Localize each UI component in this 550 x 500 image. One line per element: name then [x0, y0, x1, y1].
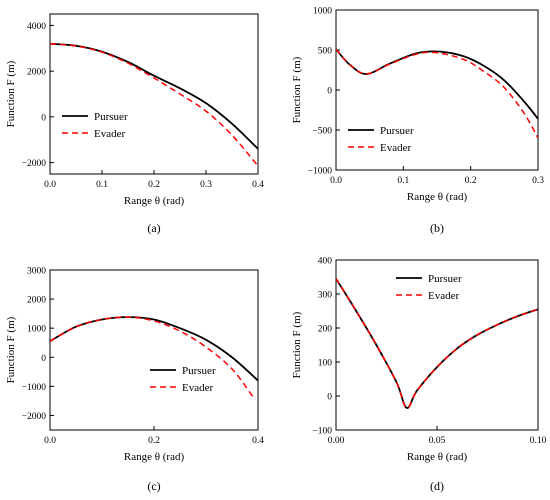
- chart-panel-2: 0.0 0.1 0.2 0.3 −1000 −500 0 500 1000 Range θ (ra…: [291, 7, 544, 236]
- y-axis-label: Function F (m): [291, 311, 303, 378]
- y-tick-label: 100: [318, 359, 333, 369]
- y-axis-label: Function F (m): [291, 56, 303, 123]
- y-tick-label: 0: [327, 393, 332, 403]
- y-tick-label: 3000: [27, 267, 46, 277]
- legend-label-evader: Evader: [380, 142, 411, 154]
- series-line-evader: [336, 278, 538, 409]
- panel-label: (b): [430, 221, 444, 235]
- y-tick-label: 2000: [27, 296, 46, 306]
- y-tick-label: 300: [318, 291, 333, 301]
- legend: Pursuer Evader: [348, 125, 414, 154]
- plot-frame: [335, 9, 539, 171]
- y-axis-label: Function F (m): [5, 60, 17, 127]
- x-tick-label: 0.4: [252, 180, 264, 190]
- x-axis-label: Range θ (rad): [407, 451, 468, 463]
- x-axis-label: Range θ (rad): [124, 195, 185, 207]
- legend-label-evader: Evader: [428, 290, 459, 302]
- y-tick-label: 400: [318, 257, 333, 267]
- y-tick-label: −500: [312, 127, 332, 137]
- y-tick-label: −100: [312, 427, 332, 437]
- legend-label-evader: Evader: [94, 128, 125, 140]
- y-tick-label: −1000: [22, 383, 47, 393]
- series-line-evader: [50, 42, 258, 167]
- y-tick-label: 0: [41, 113, 46, 123]
- x-tick-label: 0.05: [429, 436, 446, 446]
- y-tick-label: 1000: [313, 7, 332, 17]
- legend-label-pursuer: Pursuer: [94, 111, 128, 123]
- y-tick-label: 0: [327, 87, 332, 97]
- x-tick-label: 0.0: [330, 176, 342, 186]
- x-tick-label: 0.1: [96, 180, 108, 190]
- x-tick-label: 0.2: [148, 180, 160, 190]
- chart-panel-1: 0.0 0.1 0.2 0.3 0.4 −2000 0 2000 4000 Range θ (ra…: [5, 13, 264, 235]
- x-tick-label: 0.3: [532, 176, 544, 186]
- y-tick-label: 0: [41, 354, 46, 364]
- series-line-evader: [50, 316, 254, 398]
- y-axis-label: Function F (m): [5, 316, 17, 383]
- x-tick-label: 0.1: [397, 176, 409, 186]
- legend: Pursuer Evader: [62, 111, 128, 140]
- y-tick-label: 4000: [27, 22, 46, 32]
- legend: Pursuer Evader: [150, 365, 216, 394]
- legend-label-pursuer: Pursuer: [428, 273, 462, 285]
- legend-label-pursuer: Pursuer: [380, 125, 414, 137]
- y-tick-label: 500: [318, 47, 333, 57]
- chart-panel-3: 0.0 0.2 0.4 −2000 −1000 0 1000 2000 3000 Range θ …: [5, 267, 264, 494]
- plot-frame: [49, 269, 259, 431]
- plot-frame: [49, 13, 259, 175]
- panel-label: (c): [147, 479, 160, 493]
- x-tick-label: 0.0: [44, 180, 56, 190]
- x-tick-label: 0.00: [328, 436, 345, 446]
- x-axis-label: Range θ (rad): [407, 191, 468, 203]
- x-tick-label: 0.10: [530, 436, 547, 446]
- legend-label-evader: Evader: [182, 382, 213, 394]
- panel-label: (a): [147, 221, 160, 235]
- series-line-pursuer: [50, 42, 258, 150]
- plot-frame: [335, 259, 539, 431]
- x-tick-label: 0.4: [252, 436, 264, 446]
- legend-label-pursuer: Pursuer: [182, 365, 216, 377]
- y-tick-label: 1000: [27, 325, 46, 335]
- y-tick-label: −1000: [308, 167, 333, 177]
- series-line-evader: [336, 48, 538, 139]
- panel-label: (d): [430, 479, 444, 493]
- x-tick-label: 0.3: [200, 180, 212, 190]
- y-tick-label: −2000: [22, 159, 47, 169]
- series-line-pursuer: [336, 48, 538, 120]
- y-tick-label: 200: [318, 325, 333, 335]
- series-line-pursuer: [50, 316, 258, 382]
- x-tick-label: 0.2: [465, 176, 477, 186]
- y-tick-label: 2000: [27, 68, 46, 78]
- x-tick-label: 0.2: [148, 436, 160, 446]
- legend: Pursuer Evader: [396, 273, 462, 302]
- y-tick-label: −2000: [22, 412, 47, 422]
- x-tick-label: 0.0: [44, 436, 56, 446]
- chart-panel-4: 0.00 0.05 0.10 −100 0 100 200 300 400 Range θ (ra…: [291, 257, 547, 494]
- x-axis-label: Range θ (rad): [124, 451, 185, 463]
